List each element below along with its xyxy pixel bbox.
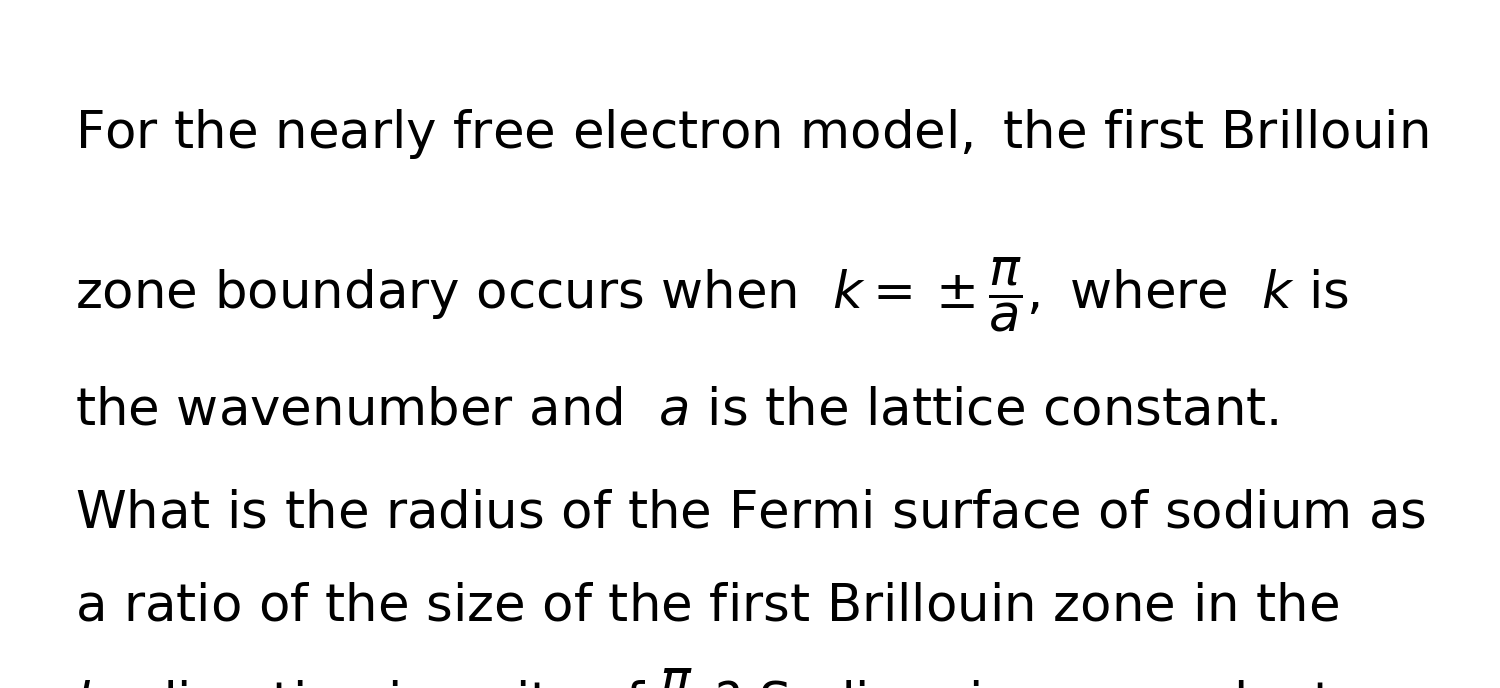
Text: $\mathregular{the\ wavenumber\ and\ }\ a\ \mathregular{is\ the\ lattice\ constan: $\mathregular{the\ wavenumber\ and\ }\ a… [75, 385, 1278, 436]
Text: $\mathregular{zone\ boundary\ occurs\ when\ }\ k=\pm\dfrac{\pi}{a}\mathregular{,: $\mathregular{zone\ boundary\ occurs\ wh… [75, 256, 1348, 334]
Text: $k_x\ \mathregular{direction\ in\ units\ of\ }\dfrac{\pi}{a}\mathregular{\ ?\ So: $k_x\ \mathregular{direction\ in\ units\… [75, 667, 1346, 688]
Text: $\mathregular{What\ is\ the\ radius\ of\ the\ Fermi\ surface\ of\ sodium\ as}$: $\mathregular{What\ is\ the\ radius\ of\… [75, 488, 1426, 539]
Text: $\mathregular{For\ the\ nearly\ free\ electron\ model,\ the\ first\ Brillouin}$: $\mathregular{For\ the\ nearly\ free\ el… [75, 107, 1428, 160]
Text: $\mathregular{a\ ratio\ of\ the\ size\ of\ the\ first\ Brillouin\ zone\ in\ the}: $\mathregular{a\ ratio\ of\ the\ size\ o… [75, 581, 1340, 632]
